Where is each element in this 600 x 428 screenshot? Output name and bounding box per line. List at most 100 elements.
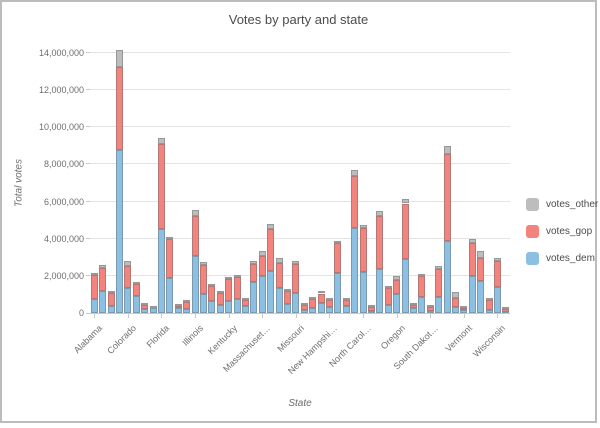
bar-segment-votes_dem-California[interactable]	[115, 150, 123, 313]
bar-segment-votes_gop-Tennessee[interactable]	[435, 268, 443, 297]
bar-segment-votes_dem-West Virginia[interactable]	[485, 309, 493, 313]
bar-segment-votes_dem-Indiana[interactable]	[199, 293, 207, 313]
bar-segment-votes_gop-Louisiana[interactable]	[233, 276, 241, 299]
bar-segment-votes_gop-Mississippi[interactable]	[283, 291, 291, 304]
bar-segment-votes_gop-Delaware[interactable]	[141, 305, 149, 309]
bar-segment-votes_other-Texas[interactable]	[443, 146, 451, 154]
bar-segment-votes_gop-West Virginia[interactable]	[485, 300, 493, 310]
bar-segment-votes_other-Wyoming[interactable]	[502, 306, 510, 309]
bar-segment-votes_other-South Dakota[interactable]	[426, 304, 434, 307]
bar-segment-votes_gop-New Hampshire[interactable]	[325, 300, 333, 307]
bar-segment-votes_gop-South Carolina[interactable]	[418, 275, 426, 298]
bar-segment-votes_dem-New York[interactable]	[351, 228, 359, 313]
bar-segment-votes_dem-Connecticut[interactable]	[132, 296, 140, 313]
bar-segment-votes_dem-Mississippi[interactable]	[283, 304, 291, 313]
bar-segment-votes_other-Oregon[interactable]	[393, 275, 401, 280]
bar-segment-votes_other-Maine[interactable]	[241, 298, 249, 301]
bar-segment-votes_dem-Arkansas[interactable]	[107, 305, 115, 313]
bar-segment-votes_other-Illinois[interactable]	[191, 210, 199, 216]
bar-segment-votes_other-Minnesota[interactable]	[275, 258, 283, 264]
bar-segment-votes_gop-Nevada[interactable]	[317, 293, 325, 303]
bar-segment-votes_dem-Idaho[interactable]	[183, 309, 191, 313]
bar-segment-votes_other-Washington[interactable]	[477, 251, 485, 258]
bar-segment-votes_dem-Illinois[interactable]	[191, 255, 199, 313]
bar-segment-votes_other-Michigan[interactable]	[267, 223, 275, 229]
bar-segment-votes_dem-Georgia[interactable]	[166, 278, 174, 313]
bar-segment-votes_dem-Washington[interactable]	[477, 280, 485, 313]
bar-segment-votes_gop-Alabama[interactable]	[90, 274, 98, 300]
bar-segment-votes_dem-Kansas[interactable]	[216, 305, 224, 313]
bar-segment-votes_dem-Oregon[interactable]	[393, 294, 401, 313]
bar-segment-votes_gop-New Mexico[interactable]	[342, 299, 350, 306]
bar-segment-votes_gop-Nebraska[interactable]	[309, 298, 317, 308]
bar-segment-votes_other-Ohio[interactable]	[376, 210, 384, 216]
bar-segment-votes_other-Louisiana[interactable]	[233, 274, 241, 277]
bar-segment-votes_gop-Arizona[interactable]	[99, 268, 107, 292]
bar-segment-votes_other-North Carolina[interactable]	[359, 224, 367, 229]
bar-segment-votes_other-Vermont[interactable]	[460, 305, 468, 308]
bar-segment-votes_dem-New Mexico[interactable]	[342, 305, 350, 313]
bar-segment-votes_other-Rhode Island[interactable]	[409, 302, 417, 305]
bar-segment-votes_gop-Maryland[interactable]	[250, 264, 258, 282]
bar-segment-votes_other-Georgia[interactable]	[166, 236, 174, 240]
bar-segment-votes_dem-North Carolina[interactable]	[359, 272, 367, 313]
bar-segment-votes_dem-Utah[interactable]	[451, 307, 459, 313]
bar-segment-votes_dem-Iowa[interactable]	[208, 300, 216, 313]
bar-segment-votes_other-Alabama[interactable]	[90, 272, 98, 275]
bar-segment-votes_dem-Florida[interactable]	[157, 229, 165, 313]
bar-segment-votes_dem-Rhode Island[interactable]	[409, 308, 417, 313]
bar-segment-votes_dem-Vermont[interactable]	[460, 309, 468, 313]
bar-segment-votes_dem-Arizona[interactable]	[99, 291, 107, 313]
bar-segment-votes_gop-Missouri[interactable]	[292, 263, 300, 294]
bar-segment-votes_gop-Michigan[interactable]	[267, 228, 275, 271]
bar-segment-votes_other-Nevada[interactable]	[317, 291, 325, 294]
bar-segment-votes_dem-Minnesota[interactable]	[275, 287, 283, 313]
bar-segment-votes_dem-Virginia[interactable]	[468, 276, 476, 313]
bar-segment-votes_other-Tennessee[interactable]	[435, 266, 443, 269]
bar-segment-votes_dem-Oklahoma[interactable]	[384, 305, 392, 313]
bar-segment-votes_other-District of Columbia[interactable]	[149, 305, 157, 308]
bar-segment-votes_other-Colorado[interactable]	[124, 261, 132, 266]
bar-segment-votes_gop-Iowa[interactable]	[208, 286, 216, 301]
bar-segment-votes_other-Utah[interactable]	[451, 292, 459, 298]
bar-segment-votes_dem-Tennessee[interactable]	[435, 296, 443, 313]
bar-segment-votes_other-New Hampshire[interactable]	[325, 298, 333, 301]
bar-segment-votes_other-Arizona[interactable]	[99, 265, 107, 269]
bar-segment-votes_dem-Texas[interactable]	[443, 240, 451, 313]
bar-segment-votes_gop-Maine[interactable]	[241, 300, 249, 307]
bar-segment-votes_dem-Maine[interactable]	[241, 306, 249, 313]
bar-segment-votes_gop-Rhode Island[interactable]	[409, 304, 417, 309]
bar-segment-votes_gop-North Dakota[interactable]	[367, 307, 375, 312]
bar-segment-votes_dem-North Dakota[interactable]	[367, 311, 375, 313]
bar-segment-votes_dem-Ohio[interactable]	[376, 268, 384, 313]
bar-segment-votes_other-New York[interactable]	[351, 169, 359, 177]
bar-segment-votes_other-Arkansas[interactable]	[107, 291, 115, 294]
bar-segment-votes_dem-Massachusetts[interactable]	[258, 275, 266, 313]
bar-segment-votes_gop-Illinois[interactable]	[191, 215, 199, 256]
bar-segment-votes_other-New Jersey[interactable]	[334, 241, 342, 244]
bar-segment-votes_dem-Maryland[interactable]	[250, 281, 258, 313]
bar-segment-votes_gop-Idaho[interactable]	[183, 301, 191, 310]
bar-segment-votes_dem-Nevada[interactable]	[317, 303, 325, 313]
legend-item-votes_gop[interactable]: votes_gop	[526, 225, 598, 238]
bar-segment-votes_other-South Carolina[interactable]	[418, 273, 426, 276]
bar-segment-votes_other-Virginia[interactable]	[468, 239, 476, 244]
legend-item-votes_other[interactable]: votes_other	[526, 198, 598, 211]
bar-segment-votes_gop-Washington[interactable]	[477, 257, 485, 281]
bar-segment-votes_other-California[interactable]	[115, 49, 123, 68]
bar-segment-votes_other-Indiana[interactable]	[199, 262, 207, 265]
bar-segment-votes_gop-Georgia[interactable]	[166, 239, 174, 279]
bar-segment-votes_dem-New Hampshire[interactable]	[325, 306, 333, 313]
bar-segment-votes_other-Wisconsin[interactable]	[493, 257, 501, 262]
bar-segment-votes_dem-Hawaii[interactable]	[174, 308, 182, 313]
bar-segment-votes_gop-Hawaii[interactable]	[174, 305, 182, 309]
bar-segment-votes_other-North Dakota[interactable]	[367, 305, 375, 308]
legend-item-votes_dem[interactable]: votes_dem	[526, 252, 598, 265]
bar-segment-votes_dem-Nebraska[interactable]	[309, 307, 317, 313]
bar-segment-votes_gop-Connecticut[interactable]	[132, 283, 140, 297]
bar-segment-votes_gop-Oklahoma[interactable]	[384, 287, 392, 306]
bar-segment-votes_gop-Indiana[interactable]	[199, 264, 207, 294]
bar-segment-votes_gop-Texas[interactable]	[443, 153, 451, 241]
bar-segment-votes_other-Montana[interactable]	[300, 302, 308, 305]
bar-segment-votes_gop-South Dakota[interactable]	[426, 306, 434, 311]
